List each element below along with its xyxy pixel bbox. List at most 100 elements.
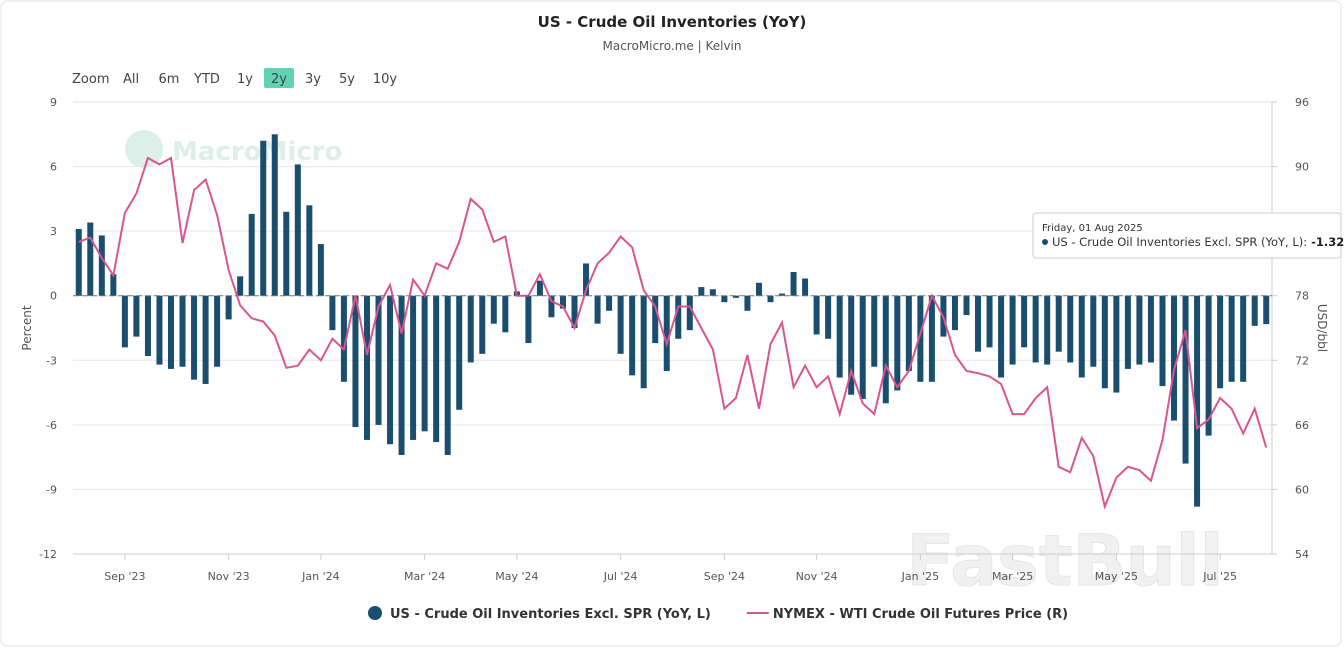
bar <box>859 295 866 400</box>
x-tick-label: Jan '24 <box>301 570 339 583</box>
range-button-label[interactable]: 10y <box>373 72 398 87</box>
bar <box>1044 295 1051 365</box>
bar <box>998 295 1005 378</box>
tooltip-date: Friday, 01 Aug 2025 <box>1042 223 1143 234</box>
bar <box>583 263 590 296</box>
range-button-label[interactable]: All <box>123 72 139 87</box>
bar <box>709 289 716 296</box>
bar <box>721 295 728 303</box>
zoom-label: Zoom <box>72 72 109 87</box>
y-tick-label: 6 <box>50 161 57 174</box>
y2-axis-title: USD/bbl <box>1315 304 1329 352</box>
bar <box>1136 295 1143 365</box>
bar <box>744 295 751 311</box>
y-tick-label: 3 <box>50 225 57 238</box>
bar <box>1147 295 1154 363</box>
bar <box>1101 295 1108 389</box>
y-tick-label: -12 <box>39 548 57 561</box>
range-button[interactable]: 3y <box>305 72 321 87</box>
range-button-label[interactable]: 6m <box>159 72 180 87</box>
y2-tick-label: 96 <box>1295 96 1309 109</box>
bar <box>571 295 578 328</box>
legend: US - Crude Oil Inventories Excl. SPR (Yo… <box>368 606 1068 622</box>
bar <box>1251 295 1258 326</box>
chart-title: US - Crude Oil Inventories (YoY) <box>538 13 807 31</box>
tooltip-label: US - Crude Oil Inventories Excl. SPR (Yo… <box>1052 235 1307 249</box>
bar <box>271 134 278 296</box>
bar <box>1205 295 1212 436</box>
range-button-label[interactable]: 2y <box>271 72 287 87</box>
bar <box>479 295 486 354</box>
bar <box>698 287 705 296</box>
bar <box>133 295 140 337</box>
legend-marker <box>368 606 382 620</box>
bar <box>836 295 843 378</box>
bar <box>652 295 659 344</box>
y2-tick-label: 66 <box>1295 419 1309 432</box>
y2-tick-label: 78 <box>1295 290 1309 303</box>
bar <box>905 295 912 372</box>
bar <box>559 295 566 309</box>
range-button[interactable]: 1y <box>237 72 253 87</box>
bar <box>755 282 762 296</box>
range-button[interactable]: 6m <box>159 72 180 87</box>
bar <box>75 228 82 296</box>
bar <box>975 295 982 352</box>
watermark: MacroMicro <box>172 137 342 167</box>
bar <box>928 295 935 382</box>
legend-item[interactable]: US - Crude Oil Inventories Excl. SPR (Yo… <box>368 606 711 622</box>
y-tick-label: 9 <box>50 96 57 109</box>
bar <box>225 295 232 320</box>
bar <box>317 244 324 296</box>
bar <box>167 295 174 369</box>
y-tick-label: 0 <box>50 290 57 303</box>
bar <box>490 295 497 324</box>
tooltip-marker <box>1042 239 1048 245</box>
bar <box>352 295 359 428</box>
bar <box>732 295 739 298</box>
x-tick-label: Jan '25 <box>901 570 939 583</box>
range-button[interactable]: 5y <box>339 72 355 87</box>
range-button-label[interactable]: 3y <box>305 72 321 87</box>
x-tick-label: Sep '24 <box>704 570 745 583</box>
bar <box>686 295 693 331</box>
bar <box>606 295 613 311</box>
bar <box>121 295 128 348</box>
bar <box>375 295 382 425</box>
range-button-label[interactable]: 1y <box>237 72 253 87</box>
bar <box>525 295 532 344</box>
bar <box>536 280 543 296</box>
range-button[interactable]: 10y <box>373 72 398 87</box>
bar <box>1240 295 1247 382</box>
watermark: FastBull <box>906 520 1223 602</box>
bar <box>214 295 221 367</box>
x-tick-label: Jul '25 <box>1202 570 1237 583</box>
bar <box>663 295 670 372</box>
legend-item[interactable]: NYMEX - WTI Crude Oil Futures Price (R) <box>746 607 1068 622</box>
bar <box>779 293 786 296</box>
bar <box>813 295 820 335</box>
y-tick-label: -3 <box>46 354 57 367</box>
bar <box>456 295 463 410</box>
bar <box>1113 295 1120 393</box>
range-button-label[interactable]: YTD <box>193 72 220 87</box>
range-button[interactable]: All <box>123 72 139 87</box>
x-tick-label: Sep '23 <box>104 570 145 583</box>
line <box>78 156 1268 510</box>
bar <box>917 295 924 382</box>
bar <box>433 295 440 443</box>
range-button-label[interactable]: 5y <box>339 72 355 87</box>
bar <box>1263 295 1270 325</box>
bar <box>1009 295 1016 365</box>
y-tick-label: -6 <box>46 419 57 432</box>
bar <box>617 295 624 354</box>
chart-subtitle: MacroMicro.me | Kelvin <box>603 39 742 53</box>
bar <box>790 272 797 296</box>
range-button[interactable]: YTD <box>193 72 220 87</box>
bar <box>848 295 855 395</box>
legend-label: NYMEX - WTI Crude Oil Futures Price (R) <box>773 607 1068 622</box>
bar <box>87 222 94 296</box>
range-button[interactable]: 2y <box>264 68 294 88</box>
